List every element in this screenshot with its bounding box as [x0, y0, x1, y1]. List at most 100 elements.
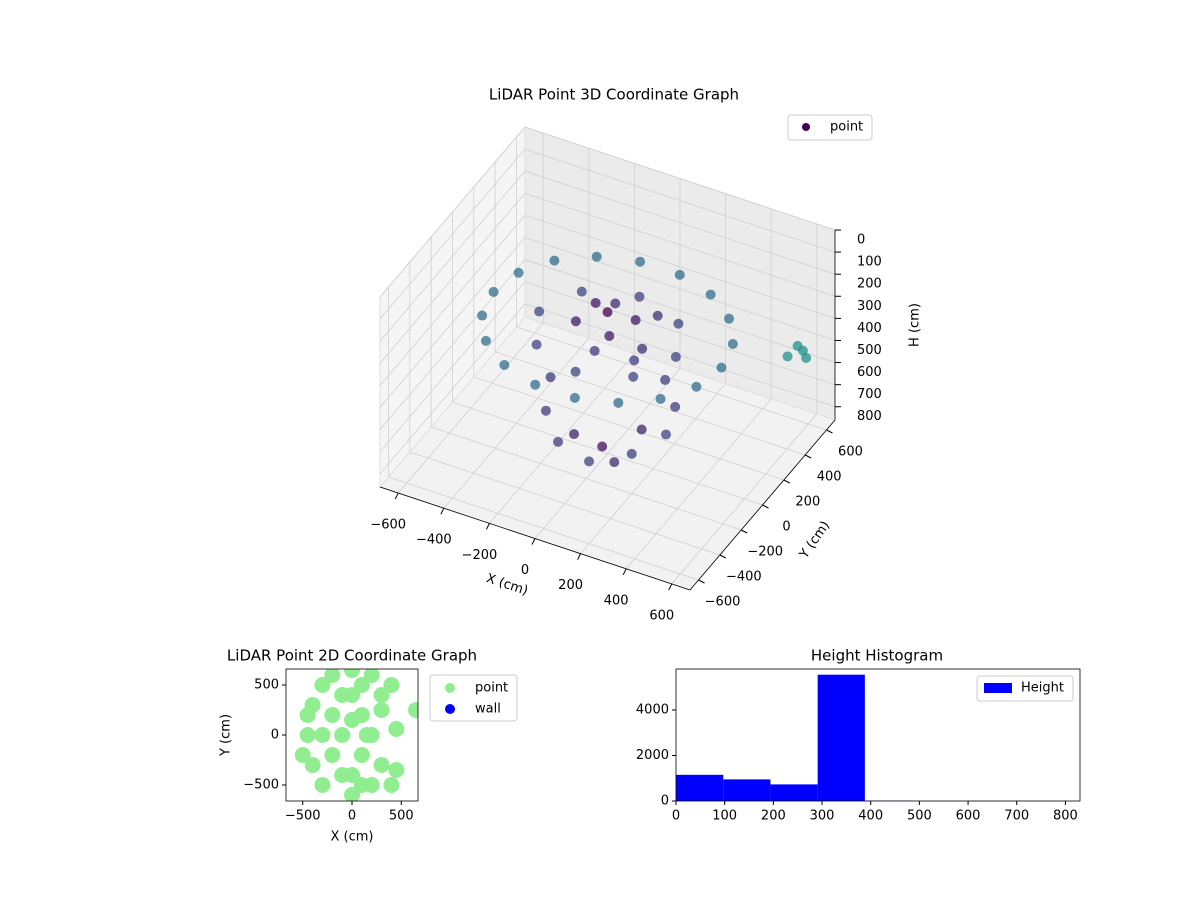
y-tick-label: −600 — [705, 595, 741, 610]
point — [783, 351, 793, 361]
point — [388, 762, 404, 778]
point — [604, 331, 614, 341]
point — [477, 311, 487, 321]
legend-label: point — [475, 681, 508, 696]
point — [324, 747, 340, 763]
point — [637, 344, 647, 354]
y-tick-label: −500 — [243, 778, 279, 793]
point — [671, 352, 681, 362]
point — [553, 437, 563, 447]
point — [631, 315, 641, 325]
z-axis-label: H (cm) — [908, 303, 923, 347]
point — [569, 429, 579, 439]
point — [673, 319, 683, 329]
x-tick-label: 100 — [712, 809, 737, 824]
point — [613, 398, 623, 408]
point — [629, 355, 639, 365]
x-axis-label: X (cm) — [331, 830, 374, 845]
point — [728, 339, 738, 349]
point — [334, 687, 350, 703]
point — [383, 777, 399, 793]
point — [634, 292, 644, 302]
legend-marker — [445, 683, 455, 693]
z-tick-label: 600 — [857, 365, 882, 380]
y-tick-label: 0 — [782, 520, 790, 535]
z-tick-label: 100 — [857, 255, 882, 270]
point — [546, 372, 556, 382]
z-tick-label: 800 — [857, 409, 882, 424]
x-tick-label: 200 — [558, 578, 583, 593]
z-tick-label: 700 — [857, 387, 882, 402]
y-tick-label: 600 — [838, 445, 863, 460]
point — [660, 375, 670, 385]
point — [354, 747, 370, 763]
point — [532, 340, 542, 350]
y-tick-label: 500 — [254, 678, 279, 693]
y-tick-label: 2000 — [636, 748, 669, 763]
point — [570, 393, 580, 403]
point — [653, 311, 663, 321]
z-tick-label: 300 — [857, 299, 882, 314]
point — [388, 721, 404, 737]
point — [541, 406, 551, 416]
point — [499, 360, 509, 370]
x-tick-label: 500 — [907, 809, 932, 824]
point — [344, 712, 360, 728]
point — [571, 316, 581, 326]
point — [300, 727, 316, 743]
point — [597, 441, 607, 451]
point — [534, 306, 544, 316]
point — [670, 402, 680, 412]
point — [609, 457, 619, 467]
y-tick-label: 4000 — [636, 702, 669, 717]
z-tick-label: 0 — [857, 233, 865, 248]
point — [354, 677, 370, 693]
point — [549, 256, 559, 266]
point — [359, 727, 375, 743]
y-tick-label: −200 — [747, 545, 783, 560]
x-tick-label: −200 — [462, 548, 498, 563]
point — [374, 702, 390, 718]
x-tick-label: −400 — [416, 533, 452, 548]
point — [383, 677, 399, 693]
y-tick-label: 0 — [661, 794, 669, 809]
point — [374, 757, 390, 773]
point — [661, 430, 671, 440]
point — [314, 727, 330, 743]
x-tick-label: −600 — [370, 518, 406, 533]
y-tick-label: 0 — [271, 728, 279, 743]
point — [354, 777, 370, 793]
point — [324, 667, 340, 683]
point — [584, 456, 594, 466]
y-axis-label: Y (cm) — [219, 714, 234, 757]
x-tick-label: 200 — [761, 809, 786, 824]
point — [314, 777, 330, 793]
chart-title: Height Histogram — [811, 647, 943, 665]
x-tick-label: 300 — [810, 809, 835, 824]
legend-label: point — [830, 120, 863, 135]
x-tick-label: 600 — [649, 608, 674, 623]
z-tick-label: 500 — [857, 343, 882, 358]
point — [716, 363, 726, 373]
x-tick-label: −500 — [285, 809, 321, 824]
y-tick-label: −400 — [726, 570, 762, 585]
point — [530, 380, 540, 390]
point — [724, 314, 734, 324]
point — [577, 287, 587, 297]
bar — [770, 784, 817, 801]
legend-marker — [445, 704, 455, 714]
y-tick-label: 400 — [817, 470, 842, 485]
x-tick-label: 0 — [672, 809, 680, 824]
point — [571, 367, 581, 377]
point — [706, 290, 716, 300]
point — [628, 372, 638, 382]
bar — [723, 779, 770, 801]
y-tick-label: 200 — [795, 495, 820, 510]
point — [801, 353, 811, 363]
x-tick-label: 400 — [858, 809, 883, 824]
bar — [818, 675, 865, 801]
point — [627, 449, 637, 459]
point — [635, 257, 645, 267]
